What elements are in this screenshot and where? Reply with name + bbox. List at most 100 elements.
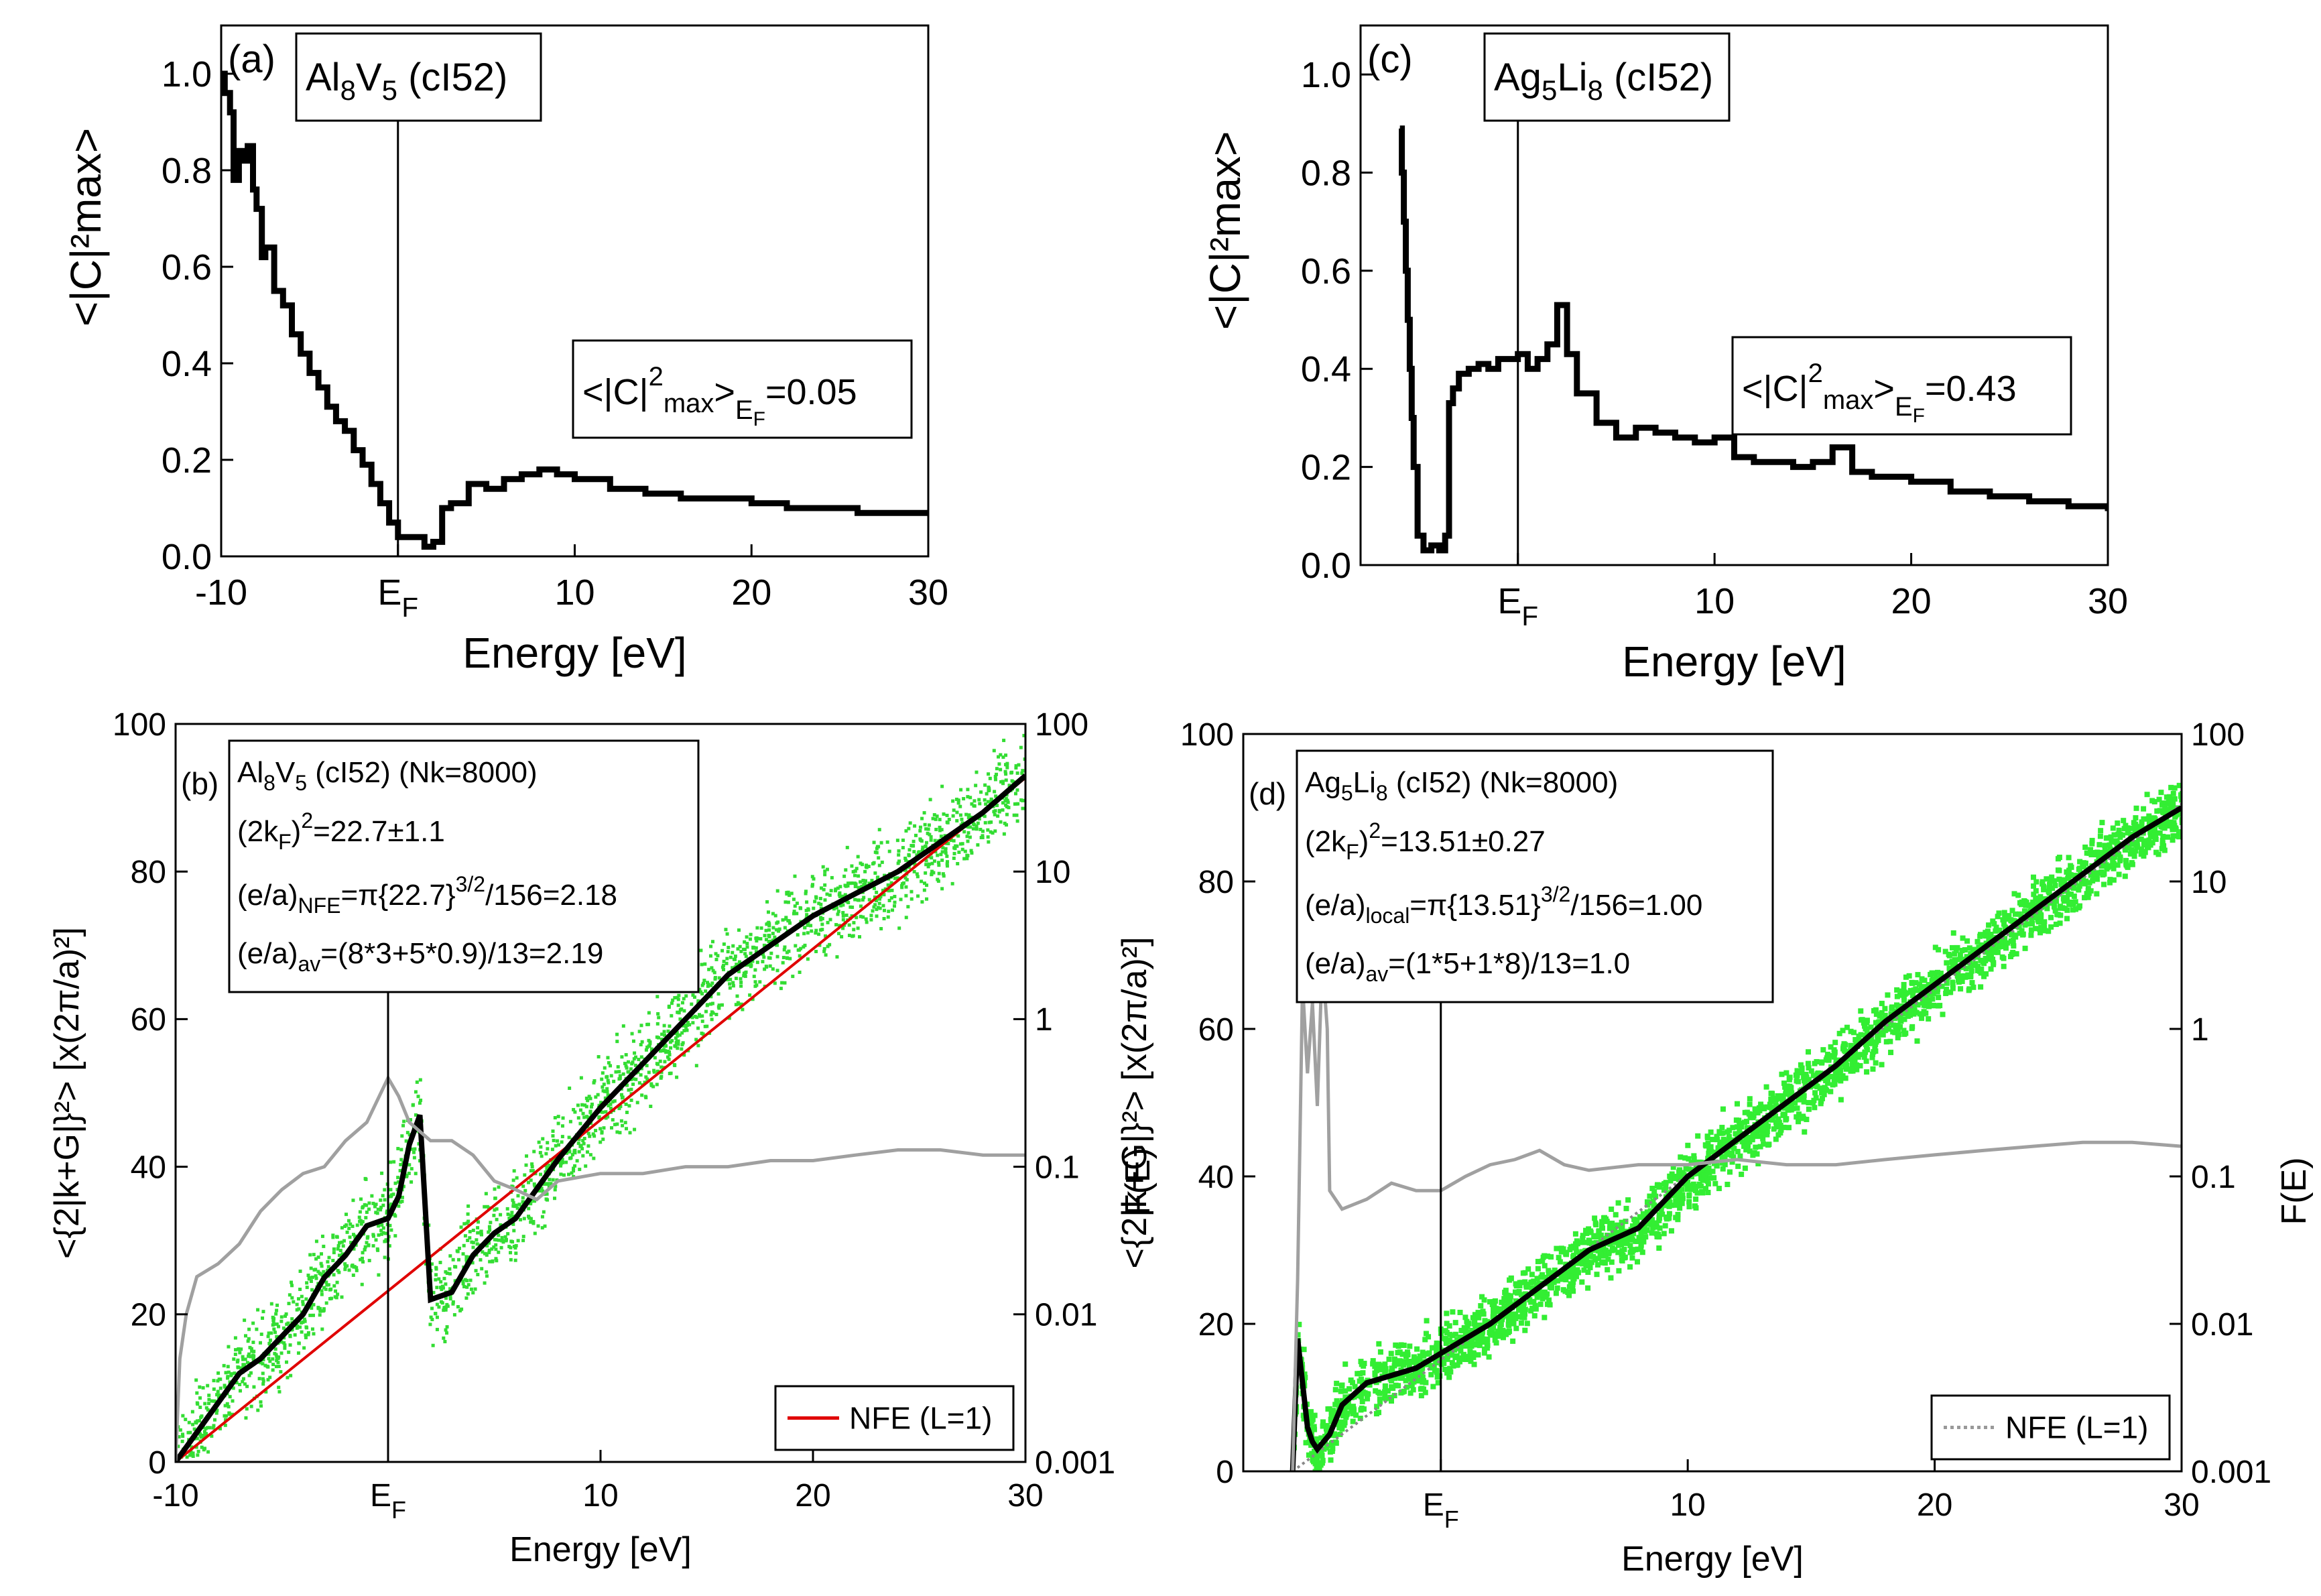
scatter-point bbox=[1702, 1169, 1708, 1175]
scatter-point bbox=[512, 1229, 516, 1233]
scatter-point bbox=[2178, 797, 2182, 803]
scatter-point bbox=[1403, 1377, 1409, 1384]
scatter-point bbox=[1981, 973, 1987, 979]
scatter-point bbox=[1523, 1284, 1529, 1290]
scatter-point bbox=[1656, 1212, 1662, 1218]
scatter-point bbox=[993, 809, 997, 813]
scatter-point bbox=[637, 1030, 641, 1034]
scatter-point bbox=[2088, 851, 2094, 857]
scatter-point bbox=[810, 929, 814, 933]
scatter-point bbox=[2172, 785, 2178, 791]
scatter-point bbox=[207, 1394, 211, 1398]
scatter-point bbox=[364, 1177, 368, 1181]
scatter-point bbox=[651, 1085, 655, 1089]
scatter-point bbox=[1686, 1192, 1692, 1198]
scatter-point bbox=[573, 1110, 577, 1114]
scatter-point bbox=[804, 892, 808, 896]
scatter-point bbox=[1716, 1129, 1722, 1135]
plot-area bbox=[1399, 125, 2108, 554]
scatter-point bbox=[863, 879, 867, 883]
scatter-point bbox=[1983, 955, 1989, 961]
scatter-point bbox=[845, 900, 849, 904]
scatter-point bbox=[194, 1378, 198, 1382]
scatter-point bbox=[1639, 1249, 1645, 1255]
scatter-point bbox=[756, 936, 760, 940]
scatter-point bbox=[1497, 1333, 1503, 1339]
scatter-point bbox=[340, 1240, 344, 1244]
scatter-point bbox=[1877, 1019, 1883, 1025]
scatter-point bbox=[2033, 926, 2039, 932]
scatter-point bbox=[1518, 1320, 1524, 1326]
scatter-point bbox=[842, 874, 846, 878]
scatter-point bbox=[277, 1386, 281, 1390]
scatter-point bbox=[1966, 945, 1972, 951]
scatter-point bbox=[1001, 801, 1005, 805]
scatter-point bbox=[649, 1047, 653, 1051]
scatter-point bbox=[1656, 1245, 1662, 1251]
scatter-point bbox=[712, 971, 716, 975]
scatter-point bbox=[673, 1064, 677, 1068]
scatter-point bbox=[903, 868, 907, 872]
scatter-point bbox=[1507, 1302, 1513, 1308]
scatter-point bbox=[1844, 1066, 1850, 1072]
scatter-point bbox=[527, 1207, 531, 1211]
scatter-point bbox=[1879, 1009, 1885, 1016]
scatter-point bbox=[1805, 1060, 1811, 1066]
scatter-point bbox=[1668, 1228, 1674, 1234]
scatter-point bbox=[298, 1325, 302, 1329]
scatter-point bbox=[494, 1243, 498, 1247]
scatter-point bbox=[300, 1294, 304, 1298]
scatter-point bbox=[726, 950, 730, 954]
scatter-point bbox=[1687, 1182, 1693, 1188]
scatter-point bbox=[2121, 818, 2127, 824]
scatter-point bbox=[2123, 857, 2129, 863]
scatter-point bbox=[1005, 798, 1009, 802]
scatter-point bbox=[1619, 1248, 1625, 1254]
scatter-point bbox=[1897, 992, 1903, 998]
scatter-point bbox=[1554, 1245, 1560, 1251]
scatter-point bbox=[2176, 811, 2182, 817]
scatter-point bbox=[1936, 946, 1942, 953]
scatter-point bbox=[1350, 1418, 1356, 1424]
scatter-point bbox=[275, 1335, 279, 1339]
scatter-point bbox=[989, 798, 993, 802]
scatter-point bbox=[914, 833, 918, 837]
scatter-point bbox=[1462, 1327, 1468, 1333]
scatter-point bbox=[1332, 1432, 1338, 1438]
scatter-point bbox=[271, 1323, 275, 1327]
scatter-point bbox=[777, 927, 781, 931]
scatter-point bbox=[2170, 833, 2176, 839]
scatter-point bbox=[411, 1103, 415, 1107]
scatter-point bbox=[1888, 1050, 1894, 1056]
scatter-point bbox=[1436, 1345, 1442, 1351]
scatter-point bbox=[714, 1012, 718, 1016]
scatter-point bbox=[1729, 1159, 1735, 1165]
scatter-point bbox=[1998, 939, 2004, 945]
scatter-point bbox=[198, 1396, 202, 1400]
scatter-point bbox=[734, 1003, 738, 1007]
scatter-point bbox=[2071, 894, 2077, 900]
scatter-point bbox=[920, 848, 924, 852]
scatter-point bbox=[1661, 1181, 1668, 1187]
scatter-point bbox=[983, 814, 987, 818]
scatter-point bbox=[753, 980, 757, 984]
scatter-point bbox=[439, 1280, 443, 1284]
scatter-point bbox=[1312, 1469, 1318, 1471]
scatter-point bbox=[448, 1254, 452, 1258]
info-title: Al8V5 (cI52) (Nk=8000) bbox=[237, 756, 538, 795]
scatter-point bbox=[893, 894, 897, 898]
scatter-point bbox=[468, 1229, 472, 1233]
scatter-point bbox=[1410, 1387, 1416, 1393]
scatter-point bbox=[607, 1061, 611, 1065]
scatter-point bbox=[1681, 1172, 1687, 1178]
scatter-point bbox=[331, 1233, 335, 1237]
scatter-point bbox=[838, 924, 842, 928]
scatter-point bbox=[1853, 1037, 1859, 1043]
scatter-point bbox=[674, 1044, 678, 1048]
scatter-point bbox=[511, 1199, 515, 1203]
scatter-point bbox=[399, 1158, 403, 1162]
scatter-point bbox=[2114, 839, 2120, 845]
y-tick-label: 80 bbox=[131, 855, 166, 890]
scatter-point bbox=[1475, 1314, 1481, 1320]
scatter-point bbox=[880, 860, 884, 864]
